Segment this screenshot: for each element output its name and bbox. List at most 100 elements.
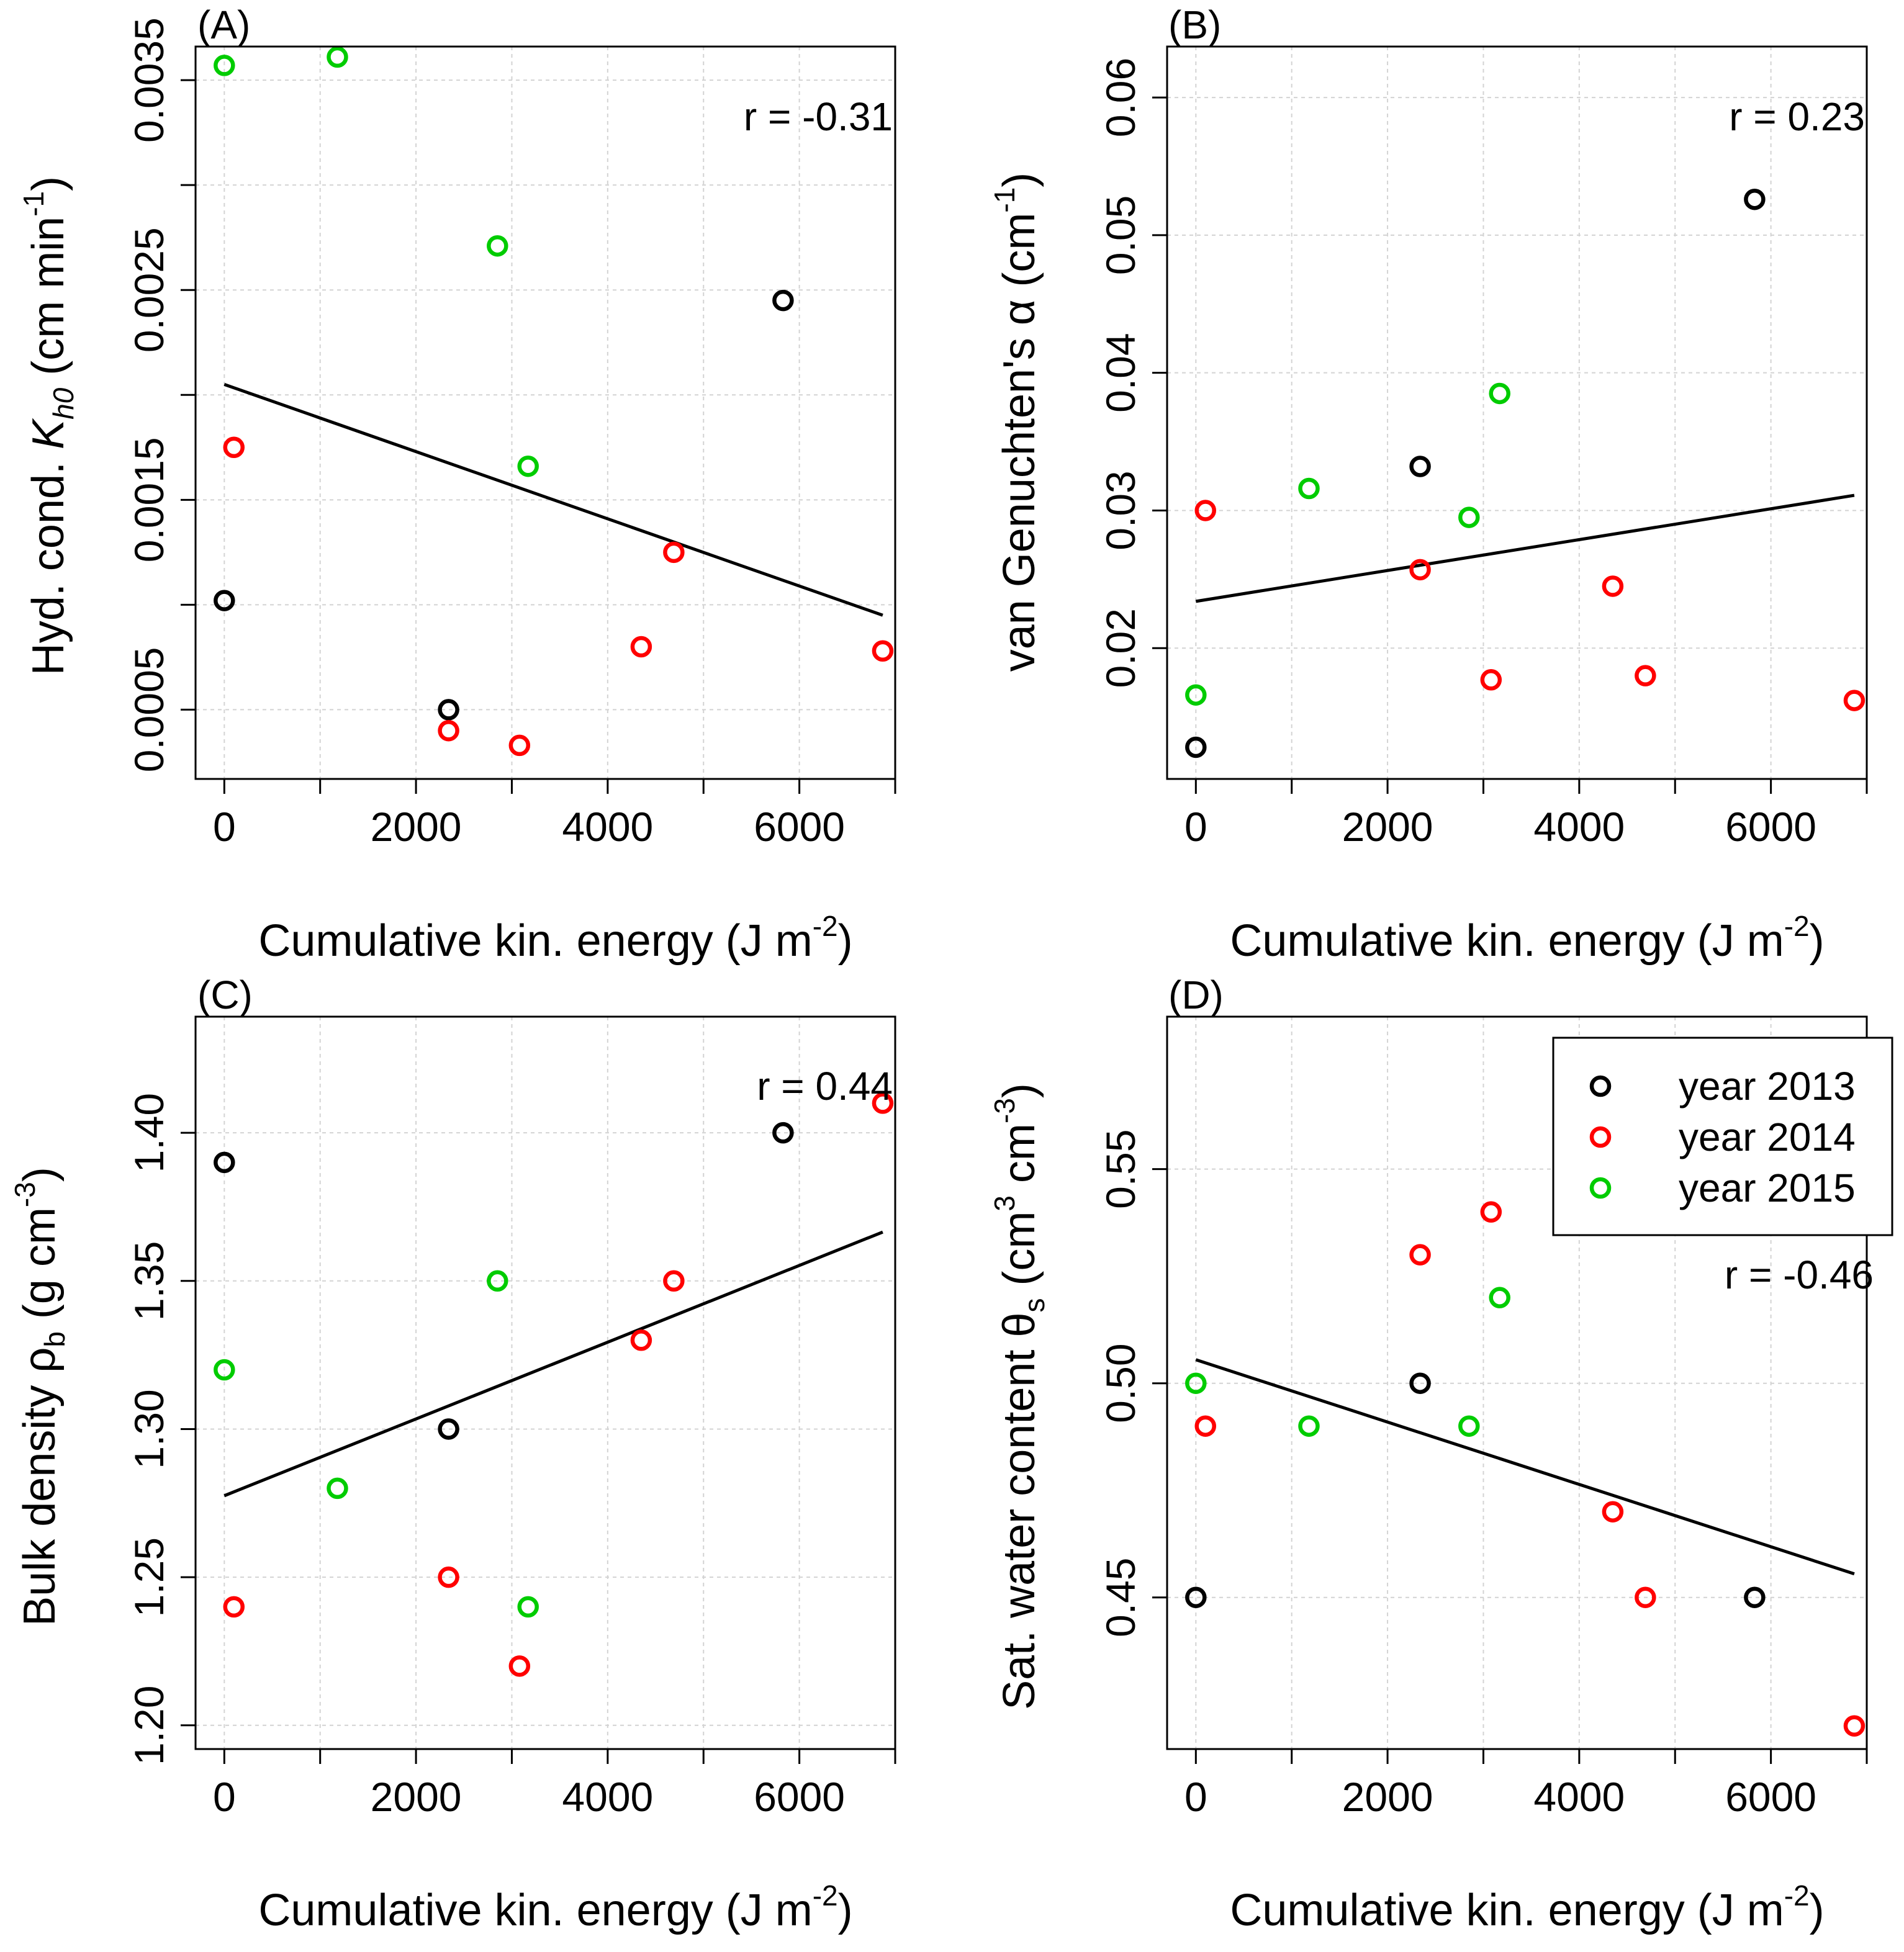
panel-d-point-2015 (1458, 1415, 1480, 1437)
panel-a-x-ticks: 0 2000 4000 6000 (213, 779, 896, 850)
panel-a-x-tick-label: 2000 (371, 804, 462, 850)
panel-b-grid (1167, 47, 1867, 779)
panel-c-point-2015 (517, 1596, 539, 1618)
panel-c-point-2014 (872, 1092, 894, 1114)
panel-c-point-2014 (630, 1329, 652, 1351)
panel-c-x-ticks: 0 2000 4000 6000 (213, 1749, 896, 1820)
panel-b-y-axis-title: van Genuchten's α (cm-1) (988, 173, 1044, 672)
panel-d: 0 2000 4000 6000 0.45 0.50 0.55 (D) r = -0.46… (988, 973, 1893, 1935)
legend-marker-2013 (1589, 1075, 1612, 1097)
panel-c-point-2014 (223, 1596, 245, 1618)
panel-d-point-2015 (1298, 1415, 1320, 1437)
panel-b-point-2014 (1635, 665, 1656, 686)
panel-b-points (1185, 188, 1866, 758)
panel-a-point-2014 (223, 436, 245, 459)
panel-d-points (1185, 1201, 1866, 1737)
panel-c-points (214, 1092, 894, 1677)
panel-b-y-tick-label: 0.05 (1098, 196, 1144, 275)
panel-c-point-2013 (438, 1418, 459, 1440)
panel-c-y-ticks: 1.20 1.25 1.30 1.35 1.40 (126, 1093, 196, 1765)
panel-c-y-tick-label: 1.40 (126, 1093, 172, 1172)
panel-b-point-2013 (1744, 188, 1766, 210)
panel-d-regression-line (1195, 1358, 1855, 1576)
panel-b-point-2015 (1185, 684, 1207, 706)
panel-a-point-2014 (663, 541, 685, 564)
panel-b: 0 2000 4000 6000 0.02 0.03 0.04 0.05 0.06 (B) r… (988, 2, 1868, 966)
panel-a-point-2014 (508, 734, 531, 757)
panel-c-point-2014 (663, 1270, 685, 1292)
panel-b-x-ticks: 0 2000 4000 6000 (1184, 779, 1868, 850)
panel-a-point-2014 (438, 719, 459, 742)
panel-c-point-2015 (327, 1477, 348, 1500)
panel-b-y-tick-label: 0.04 (1098, 333, 1144, 412)
panel-a-point-2015 (327, 46, 348, 68)
panel-c-point-2015 (214, 1359, 235, 1381)
panel-d-point-2014 (1843, 1715, 1866, 1737)
panel-d-x-axis-title: Cumulative kin. energy (J m-2) (1230, 1879, 1824, 1935)
panel-b-y-ticks: 0.02 0.03 0.04 0.05 0.06 (1098, 58, 1167, 688)
panel-b-tag: (B) (1168, 2, 1221, 47)
panel-b-point-2015 (1458, 506, 1480, 528)
panel-b-point-2014 (1409, 559, 1431, 581)
panel-a-x-tick-label: 6000 (754, 804, 845, 850)
panel-a-point-2013 (772, 289, 794, 312)
panel-a-regression-line (223, 382, 883, 617)
panel-a-point-2015 (517, 455, 539, 477)
panel-c-y-tick-label: 1.25 (126, 1537, 172, 1617)
panel-b-x-tick-label: 4000 (1533, 804, 1625, 850)
panel-d-y-tick-label: 0.50 (1098, 1343, 1144, 1423)
panel-a-point-2015 (214, 55, 235, 76)
panel-a-point-2013 (214, 590, 235, 611)
legend: year 2013 year 2014 year 2015 (1552, 1037, 1893, 1236)
panel-c-point-2014 (438, 1566, 459, 1588)
panel-d-point-2014 (1194, 1415, 1217, 1437)
panel-c-x-axis-title: Cumulative kin. energy (J m-2) (258, 1879, 852, 1935)
panel-d-y-tick-label: 0.45 (1098, 1557, 1144, 1637)
panel-d-point-2014 (1409, 1244, 1431, 1266)
panel-b-r-value: r = 0.23 (1729, 94, 1865, 139)
panel-a-y-tick-label: 0.0005 (126, 647, 172, 772)
panel-c-x-tick-label: 4000 (562, 1774, 653, 1820)
panel-c-regression-line (223, 1230, 883, 1498)
panel-b-x-tick-label: 2000 (1342, 804, 1433, 850)
panel-d-tag: (D) (1168, 973, 1224, 1017)
panel-d-plot-frame (1166, 1015, 1868, 1750)
panel-a-y-tick-label: 0.0025 (126, 227, 172, 353)
panel-b-plot-frame (1166, 45, 1868, 780)
panel-b-y-tick-label: 0.06 (1098, 58, 1144, 137)
panel-d-y-ticks: 0.45 0.50 0.55 (1098, 1129, 1167, 1637)
panel-b-point-2015 (1489, 382, 1510, 405)
panel-d-point-2014 (1602, 1501, 1624, 1522)
panel-d-x-tick-label: 2000 (1342, 1774, 1433, 1820)
legend-marker-2014 (1589, 1126, 1612, 1148)
panel-c-x-tick-label: 0 (213, 1774, 236, 1820)
panel-b-regression-line (1195, 493, 1855, 603)
panel-c-point-2015 (487, 1270, 508, 1292)
panel-d-point-2015 (1489, 1287, 1510, 1308)
panel-a-point-2014 (630, 636, 652, 658)
panel-a-x-tick-label: 4000 (562, 804, 653, 850)
panel-d-r-value: r = -0.46 (1725, 1253, 1874, 1297)
panel-b-point-2014 (1843, 690, 1866, 711)
panel-c: 0 2000 4000 6000 1.20 1.25 1.30 1.35 1.40 (C) r… (9, 973, 896, 1935)
legend-label-2013: year 2013 (1679, 1064, 1856, 1109)
panel-c-point-2013 (772, 1122, 794, 1144)
panel-b-point-2013 (1409, 456, 1431, 477)
panel-d-x-tick-label: 4000 (1533, 1774, 1625, 1820)
panel-b-point-2015 (1298, 477, 1320, 500)
panel-a-x-axis-title: Cumulative kin. energy (J m-2) (258, 910, 852, 966)
panel-a-tag: (A) (197, 2, 250, 47)
panel-c-tag: (C) (197, 973, 253, 1017)
panel-a-point-2015 (487, 235, 508, 257)
panel-a-y-tick-label: 0.0035 (126, 17, 172, 143)
panel-d-y-tick-label: 0.55 (1098, 1129, 1144, 1208)
legend-marker-2015 (1589, 1177, 1612, 1199)
panel-c-plot-frame (194, 1015, 896, 1750)
panel-b-point-2014 (1194, 500, 1217, 521)
panel-b-y-tick-label: 0.03 (1098, 470, 1144, 550)
panel-c-x-tick-label: 6000 (754, 1774, 845, 1820)
panel-d-y-axis-title: Sat. water content θs (cm3 cm-3) (988, 1083, 1050, 1710)
panel-a-point-2014 (872, 640, 894, 662)
panel-c-y-tick-label: 1.30 (126, 1389, 172, 1468)
